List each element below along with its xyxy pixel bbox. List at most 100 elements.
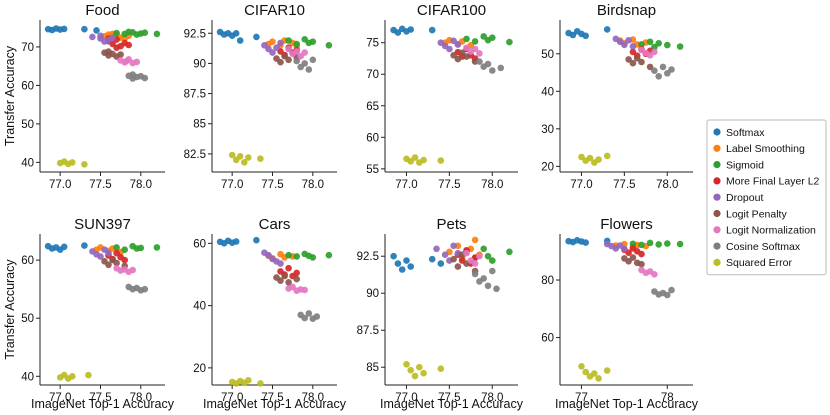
- y-tick-label: 40: [193, 301, 206, 313]
- point-sigmoid: [309, 254, 317, 261]
- x-tick-label: 77.5: [438, 179, 460, 191]
- point-squared-error: [257, 380, 264, 387]
- point-sigmoid: [676, 240, 684, 248]
- legend-marker-dropout: [713, 193, 721, 201]
- x-tick-label: 77.5: [261, 392, 283, 404]
- point-softmax: [407, 26, 415, 33]
- point-cosine-softmax: [141, 74, 149, 82]
- point-sigmoid: [113, 29, 120, 37]
- point-more-final-l2: [638, 250, 645, 258]
- point-sigmoid: [463, 35, 470, 43]
- point-squared-error: [411, 372, 419, 380]
- point-sigmoid: [489, 34, 496, 41]
- panel-food: Food 77.0 77.5 78.0 40 50 60 70 Transfer Accurac…: [3, 2, 165, 191]
- point-sigmoid: [480, 245, 488, 253]
- point-sigmoid: [137, 244, 145, 252]
- point-cosine-softmax: [305, 310, 313, 317]
- point-cosine-softmax: [655, 73, 662, 80]
- point-sigmoid: [638, 241, 645, 249]
- point-logit-penalty: [629, 59, 637, 67]
- legend-label-logit-penalty: Logit Penalty: [726, 208, 787, 220]
- y-tick-label: 60: [541, 333, 554, 345]
- point-squared-error: [403, 361, 410, 368]
- x-tick-label: 78.0: [302, 179, 324, 191]
- y-tick-label: 50: [21, 119, 34, 131]
- x-tick-label: 77.5: [89, 392, 111, 404]
- point-logit-norm: [476, 252, 483, 260]
- point-sigmoid: [651, 43, 658, 51]
- point-cosine-softmax: [301, 60, 309, 67]
- point-squared-error: [595, 156, 602, 163]
- y-axis-label: Transfer Accuracy: [3, 259, 17, 360]
- point-logit-penalty: [646, 63, 654, 71]
- x-tick-label: 77.5: [261, 179, 283, 191]
- point-sigmoid: [655, 241, 662, 248]
- point-squared-error: [411, 154, 419, 161]
- legend-label-squared-error: Squared Error: [726, 257, 792, 269]
- point-dropout: [273, 44, 280, 51]
- point-sigmoid: [471, 38, 479, 45]
- point-softmax: [394, 260, 402, 267]
- x-tick-label: 78.0: [130, 179, 152, 191]
- point-logit-norm: [476, 50, 483, 57]
- point-cosine-softmax: [476, 58, 483, 65]
- y-tick-label: 87.5: [357, 325, 379, 337]
- x-tick-label: 78.0: [130, 392, 152, 404]
- point-squared-error: [69, 373, 76, 380]
- point-dropout: [621, 245, 628, 253]
- point-sigmoid: [489, 257, 496, 264]
- point-label-smoothing: [269, 38, 276, 45]
- point-logit-penalty: [638, 58, 645, 66]
- point-softmax: [582, 239, 589, 246]
- point-squared-error: [257, 155, 264, 162]
- point-squared-error: [582, 368, 589, 376]
- point-sigmoid: [285, 37, 292, 44]
- point-softmax: [407, 263, 415, 270]
- x-tick-label: 77.5: [89, 179, 111, 191]
- point-softmax: [428, 255, 436, 263]
- point-dropout: [450, 242, 457, 250]
- point-sigmoid: [133, 31, 141, 38]
- panel-title-sun397: SUN397: [74, 216, 131, 233]
- x-tick-label: 78.0: [481, 392, 503, 404]
- panel-title-food: Food: [85, 2, 119, 19]
- point-squared-error: [85, 371, 92, 379]
- panel-sun397: SUN397 77.0 77.5 78.0 40 50 60 Transfer Accurac…: [3, 216, 175, 411]
- point-dropout: [97, 253, 104, 260]
- y-tick-label: 80: [541, 275, 554, 287]
- point-logit-penalty: [450, 52, 457, 59]
- panel-title-pets: Pets: [436, 216, 466, 233]
- y-tick-label: 55: [366, 164, 379, 176]
- legend-marker-logit-norm: [713, 226, 721, 234]
- point-more-final-l2: [113, 44, 120, 51]
- point-sigmoid: [125, 28, 132, 36]
- x-axis-label: ImageNet Top-1 Accuracy: [380, 397, 524, 411]
- point-dropout: [625, 37, 632, 44]
- point-squared-error: [416, 363, 423, 371]
- point-softmax: [93, 27, 100, 34]
- point-sigmoid: [293, 253, 301, 260]
- point-softmax: [253, 33, 260, 41]
- point-softmax: [60, 243, 68, 251]
- x-tick-label: 78.0: [481, 179, 503, 191]
- point-cosine-softmax: [471, 270, 479, 278]
- point-cosine-softmax: [497, 64, 505, 72]
- point-more-final-l2: [629, 48, 637, 56]
- y-tick-label: 70: [366, 69, 379, 81]
- x-axis-label: ImageNet Top-1 Accuracy: [31, 397, 175, 411]
- point-sigmoid: [629, 240, 637, 248]
- point-dropout: [446, 45, 453, 53]
- legend-label-sigmoid: Sigmoid: [726, 159, 764, 171]
- point-logit-norm: [293, 48, 301, 55]
- point-sigmoid: [480, 33, 488, 40]
- y-tick-label: 92.5: [184, 28, 206, 40]
- panel-birdsnap: Birdsnap 77.0 77.5 78.0 20 30 40 50: [541, 2, 693, 191]
- point-logit-norm: [651, 271, 658, 278]
- point-logit-norm: [471, 260, 479, 267]
- point-cosine-softmax: [305, 66, 313, 73]
- x-tick-label: 77: [575, 392, 588, 404]
- point-squared-error: [586, 154, 594, 162]
- point-cosine-softmax: [668, 286, 675, 294]
- panel-title-cifar10: CIFAR10: [244, 2, 305, 19]
